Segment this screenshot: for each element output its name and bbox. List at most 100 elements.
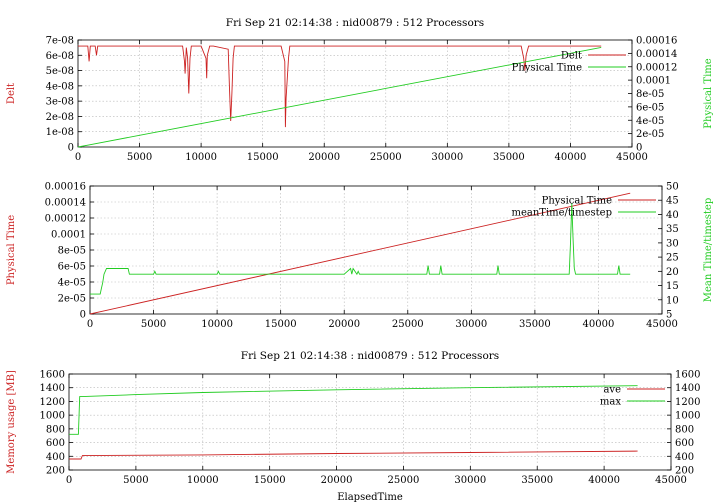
x-tick-label: 30000 — [454, 475, 486, 486]
x-tick-label: 10000 — [185, 152, 217, 163]
chart-title: Fri Sep 21 02:14:38 : nid00879 : 512 Pro… — [226, 17, 484, 29]
x-tick-label: 10000 — [201, 319, 233, 330]
y-tick-label: 5e-08 — [46, 66, 74, 77]
x-tick-label: 10000 — [187, 475, 219, 486]
series-line-2 — [90, 203, 631, 295]
y2-tick-label: 10 — [666, 295, 679, 306]
legend-label: ave — [603, 385, 621, 396]
y2-tick-label: 0.0001 — [636, 76, 671, 87]
x-tick-label: 25000 — [370, 152, 402, 163]
y2-tick-label: 1000 — [675, 411, 700, 422]
y-tick-label: 3e-08 — [46, 97, 74, 108]
x-tick-label: 40000 — [583, 319, 615, 330]
x-tick-label: 45000 — [616, 152, 648, 163]
y-tick-label: 1000 — [40, 411, 65, 422]
x-axis-label: ElapsedTime — [337, 492, 403, 503]
y-tick-label: 1600 — [40, 370, 65, 381]
y2-tick-label: 5 — [666, 310, 672, 321]
x-tick-label: 15000 — [254, 475, 286, 486]
series-line-1 — [69, 450, 638, 460]
series-line-1 — [78, 45, 602, 128]
chart-1: Fri Sep 21 02:14:38 : nid00879 : 512 Pro… — [6, 17, 714, 163]
x-tick-label: 0 — [75, 152, 81, 163]
x-tick-label: 40000 — [555, 152, 587, 163]
x-tick-label: 40000 — [588, 475, 620, 486]
plot-frame — [77, 39, 633, 148]
y2-tick-label: 6e-05 — [636, 102, 664, 113]
y2-tick-label: 0.00014 — [636, 49, 677, 60]
x-tick-label: 25000 — [388, 475, 420, 486]
y-tick-label: 1400 — [40, 383, 65, 394]
x-tick-label: 5000 — [141, 319, 166, 330]
y2-tick-label: 400 — [675, 452, 694, 463]
x-tick-label: 15000 — [265, 319, 297, 330]
legend-label: Physical Time — [512, 63, 582, 74]
legend-label: Physical Time — [542, 196, 612, 207]
y-axis-label: Delt — [6, 83, 17, 104]
y-tick-label: 400 — [46, 452, 65, 463]
y2-tick-label: 40 — [666, 210, 679, 221]
y-tick-label: 200 — [46, 466, 65, 477]
legend-label: max — [600, 397, 621, 408]
y2-tick-label: 35 — [666, 224, 679, 235]
y-tick-label: 7e-08 — [46, 36, 74, 47]
x-tick-label: 30000 — [455, 319, 487, 330]
y2-tick-label: 0 — [636, 143, 642, 154]
y-tick-label: 0 — [68, 143, 74, 154]
plot-frame — [89, 185, 663, 315]
y2-tick-label: 1400 — [675, 383, 700, 394]
chart-3: Fri Sep 21 02:14:38 : nid00879 : 512 Pro… — [6, 350, 700, 503]
y2-tick-label: 0.00012 — [636, 62, 677, 73]
x-tick-label: 5000 — [127, 152, 152, 163]
y-tick-label: 6e-08 — [46, 51, 74, 62]
x-tick-label: 45000 — [646, 319, 678, 330]
y-tick-label: 0.00014 — [45, 198, 86, 209]
x-tick-label: 0 — [66, 475, 72, 486]
y-tick-label: 0.00012 — [45, 214, 86, 225]
x-tick-label: 45000 — [655, 475, 687, 486]
y-tick-label: 1e-08 — [46, 127, 74, 138]
x-tick-label: 35000 — [521, 475, 553, 486]
plot-frame — [68, 373, 672, 471]
x-tick-label: 20000 — [308, 152, 340, 163]
y-tick-label: 4e-05 — [58, 278, 86, 289]
series-line-2 — [69, 385, 638, 435]
y2-tick-label: 50 — [666, 182, 679, 193]
y-tick-label: 0.00016 — [45, 182, 86, 193]
y-axis-label: Memory usage [MB] — [6, 370, 17, 474]
y-tick-label: 0.0001 — [51, 230, 86, 241]
y2-tick-label: 600 — [675, 438, 694, 449]
x-tick-label: 35000 — [519, 319, 551, 330]
y-tick-label: 2e-08 — [46, 112, 74, 123]
y2-tick-label: 200 — [675, 466, 694, 477]
y-tick-label: 4e-08 — [46, 81, 74, 92]
chart-2: 0 5000 10000 15000 20000 25000 30000 35000 40000… — [6, 182, 714, 331]
x-tick-label: 35000 — [493, 152, 525, 163]
x-tick-label: 20000 — [321, 475, 353, 486]
legend-label: meanTime/timestep — [511, 208, 612, 219]
legend-label: Delt — [561, 51, 582, 62]
y-axis-label: Physical Time — [6, 215, 17, 285]
x-tick-label: 30000 — [431, 152, 463, 163]
y-tick-label: 2e-05 — [58, 294, 86, 305]
y-tick-label: 0 — [80, 310, 86, 321]
x-tick-label: 20000 — [328, 319, 360, 330]
x-tick-label: 15000 — [247, 152, 279, 163]
y2-tick-label: 25 — [666, 253, 679, 264]
y2-axis-label: Physical Time — [703, 58, 714, 128]
y2-tick-label: 1200 — [675, 397, 700, 408]
y2-axis-label: Mean Time/timestep — [703, 198, 714, 302]
y2-tick-label: 800 — [675, 424, 694, 435]
y2-tick-label: 2e-05 — [636, 129, 664, 140]
series-line-2 — [77, 46, 602, 148]
y2-tick-label: 20 — [666, 267, 679, 278]
y-tick-label: 6e-05 — [58, 262, 86, 273]
chart-title: Fri Sep 21 02:14:38 : nid00879 : 512 Pro… — [241, 350, 499, 362]
y2-tick-label: 15 — [666, 281, 679, 292]
y2-tick-label: 45 — [666, 196, 679, 207]
y-tick-label: 800 — [46, 424, 65, 435]
x-tick-label: 5000 — [123, 475, 148, 486]
y-tick-label: 1200 — [40, 397, 65, 408]
y2-tick-label: 1600 — [675, 370, 700, 381]
